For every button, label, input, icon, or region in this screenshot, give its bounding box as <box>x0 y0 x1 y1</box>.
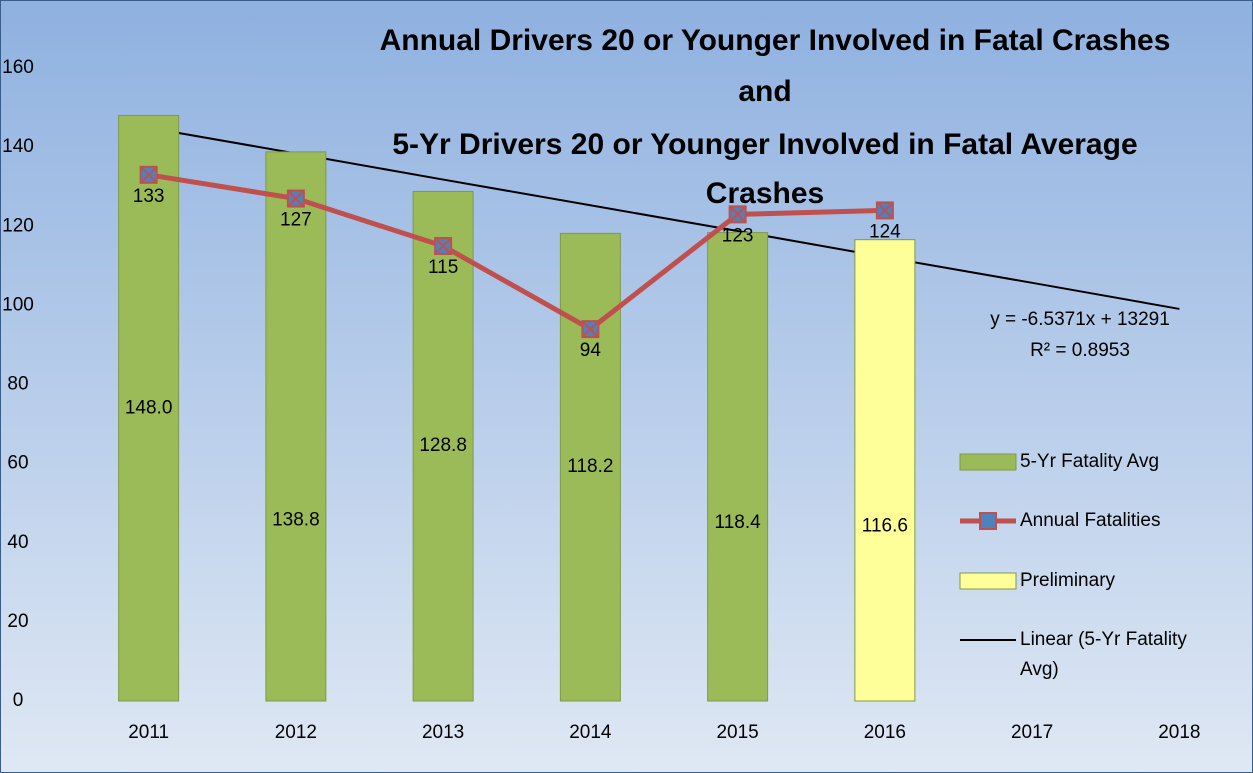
marker-cross <box>288 190 304 207</box>
marker <box>434 237 453 256</box>
bar <box>707 232 769 702</box>
bar-label: 128.8 <box>419 435 467 456</box>
y-tick-label: 100 <box>2 294 34 315</box>
y-tick-label: 40 <box>7 532 28 553</box>
legend-swatch <box>959 453 1017 471</box>
legend-label: Annual Fatalities <box>1020 510 1160 531</box>
title-line: and <box>738 75 791 108</box>
bar <box>265 151 327 702</box>
point-label: 127 <box>280 210 312 231</box>
point-label: 124 <box>869 221 901 242</box>
marker <box>875 201 894 220</box>
point-label: 115 <box>428 257 458 278</box>
legend-label-line: Avg) <box>1020 659 1059 680</box>
point-label: 133 <box>133 186 165 207</box>
trend-equation: y = -6.5371x + 13291 <box>990 309 1170 330</box>
marker-cross <box>582 321 599 337</box>
trend-r2: R² = 0.8953 <box>1030 340 1130 361</box>
marker <box>581 320 600 339</box>
x-tick-label: 2011 <box>128 722 169 743</box>
bar <box>854 239 916 702</box>
marker <box>139 165 158 184</box>
marker-cross <box>140 167 157 183</box>
y-tick-label: 60 <box>7 453 28 474</box>
y-tick-label: 120 <box>2 215 34 236</box>
bar-label: 118.2 <box>567 456 613 477</box>
x-tick-label: 2015 <box>716 722 758 743</box>
legend-label: Preliminary <box>1020 570 1116 591</box>
title-line: Annual Drivers 20 or Younger Involved in… <box>380 24 1171 57</box>
legend-label: 5-Yr Fatality Avg <box>1020 451 1159 472</box>
y-tick-label: 20 <box>7 611 28 632</box>
marker-cross <box>877 202 893 219</box>
x-tick-label: 2013 <box>422 722 464 743</box>
bar <box>118 114 180 702</box>
marker <box>286 189 305 208</box>
y-tick-label: 80 <box>7 374 28 395</box>
title-line: 5-Yr Drivers 20 or Younger Involved in F… <box>392 128 1137 161</box>
x-tick-label: 2016 <box>864 722 906 743</box>
legend-label-line: Linear (5-Yr Fatality <box>1020 629 1187 650</box>
y-tick-label: 0 <box>13 690 24 711</box>
point-label: 123 <box>722 225 754 246</box>
legend-marker <box>979 512 997 530</box>
point-label: 94 <box>580 340 602 361</box>
legend-label: Linear (5-Yr Fatality Avg) <box>1020 629 1187 680</box>
marker-cross <box>729 206 746 223</box>
legend-swatch <box>959 572 1017 590</box>
x-tick-label: 2014 <box>569 722 612 743</box>
y-tick-label: 160 <box>2 57 34 78</box>
bar-label: 118.4 <box>715 512 762 533</box>
marker <box>728 205 747 224</box>
x-tick-label: 2018 <box>1158 722 1200 743</box>
marker-cross <box>435 238 451 254</box>
bar-label: 148.0 <box>125 397 173 418</box>
bar-label: 138.8 <box>272 509 320 530</box>
bar <box>412 190 474 702</box>
x-tick-label: 2012 <box>275 722 317 743</box>
bar-label: 116.6 <box>862 515 908 536</box>
title-line: Crashes <box>706 177 824 210</box>
line <box>148 172 885 333</box>
x-tick-label: 2017 <box>1011 722 1053 743</box>
y-tick-label: 140 <box>2 136 34 157</box>
